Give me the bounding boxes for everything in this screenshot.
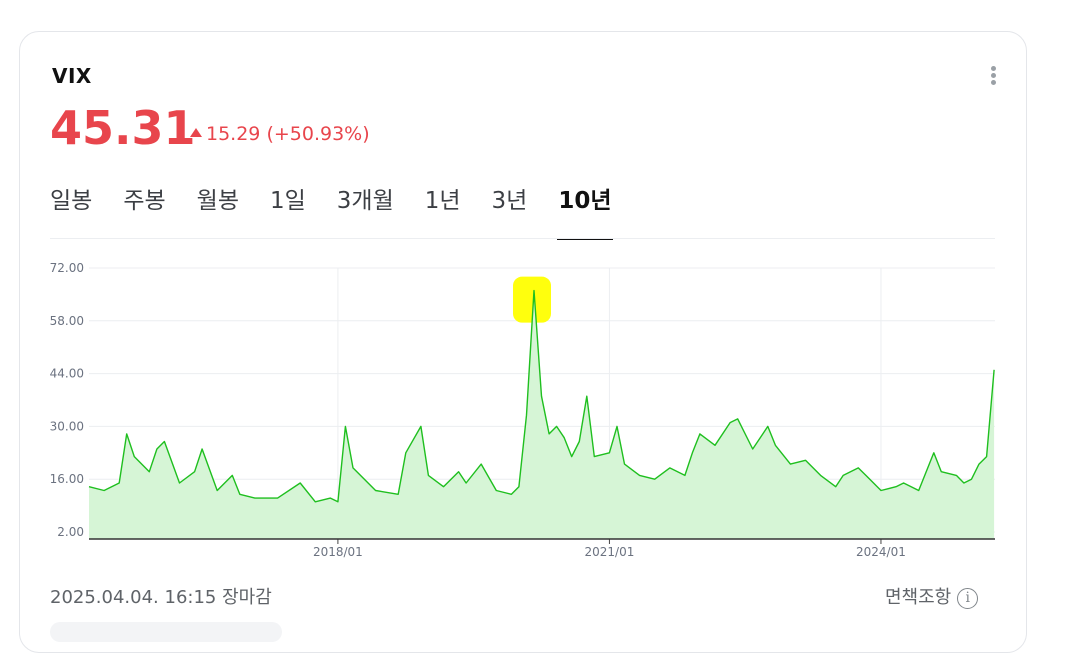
quote-card (19, 31, 1027, 653)
tab-10y[interactable]: 10년 (557, 182, 613, 240)
bottom-pill (50, 622, 282, 642)
disclaimer-link[interactable]: 면책조항 i (885, 583, 979, 609)
tabs-divider (50, 238, 995, 239)
ticker-symbol: VIX (52, 64, 92, 88)
kebab-menu-icon[interactable] (988, 66, 998, 88)
highlight-marker (513, 276, 552, 323)
y-tick-label: 72.00 (50, 261, 84, 275)
tab-1d[interactable]: 1일 (269, 188, 306, 214)
tab-1y[interactable]: 1년 (424, 188, 461, 214)
tab-3m[interactable]: 3개월 (336, 188, 394, 214)
tab-daily[interactable]: 일봉 (50, 188, 93, 214)
x-tick-label: 2021/01 (584, 545, 634, 559)
current-price: 45.31 (50, 101, 196, 155)
x-tick-label: 2024/01 (856, 545, 906, 559)
tab-weekly[interactable]: 주봉 (123, 188, 166, 214)
series-area (89, 290, 995, 539)
y-tick-label: 16.00 (50, 472, 84, 486)
y-tick-label: 58.00 (50, 314, 84, 328)
price-change: 15.29 (+50.93%) (190, 123, 370, 145)
triangle-up-icon (190, 128, 202, 137)
change-percent: (+50.93%) (266, 123, 370, 145)
x-tick-label: 2018/01 (313, 545, 363, 559)
market-close-timestamp: 2025.04.04. 16:15 장마감 (50, 587, 272, 608)
price-chart: 72.00 58.00 44.00 30.00 16.00 2.00 2018/01 2021… (50, 261, 995, 559)
tab-monthly[interactable]: 월봉 (196, 188, 239, 214)
disclaimer-label: 면책조항 (885, 587, 952, 608)
y-tick-label: 30.00 (50, 419, 84, 433)
period-tabs: 일봉 주봉 월봉 1일 3개월 1년 3년 10년 (50, 182, 643, 240)
info-icon: i (957, 588, 979, 609)
series-line (88, 289, 995, 503)
tab-3y[interactable]: 3년 (491, 188, 528, 214)
y-tick-label: 44.00 (50, 367, 84, 381)
y-tick-label: 2.00 (57, 525, 84, 539)
change-amount: 15.29 (206, 123, 261, 145)
